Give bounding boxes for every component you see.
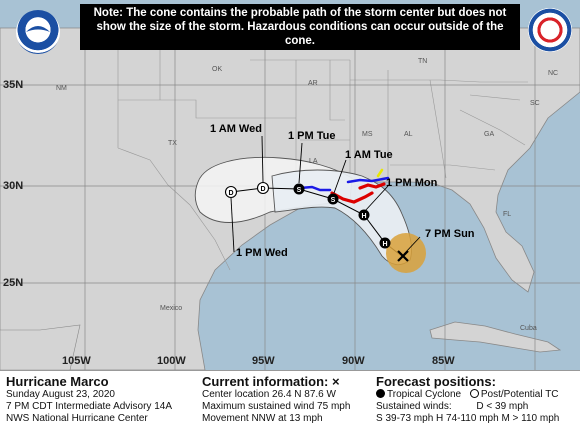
state-nc: NC <box>548 70 559 77</box>
current-position-x <box>397 250 409 262</box>
lat-label-25n: 25N <box>3 277 24 289</box>
label-leader-lines <box>230 135 421 255</box>
storm-title: Hurricane Marco <box>6 374 109 389</box>
movement: Movement NNW at 13 mph <box>202 413 323 424</box>
svg-text:H: H <box>382 241 387 248</box>
state-nm: NM <box>56 85 67 92</box>
map: D D S S H H <box>0 0 580 370</box>
forecast-key-title: Forecast positions: <box>376 374 496 389</box>
state-sc: SC <box>530 100 540 107</box>
time-label-1am-wed: 1 AM Wed <box>210 123 262 135</box>
current-info: Current information: × Center location 2… <box>202 374 350 425</box>
storm-info: Hurricane Marco Sunday August 23, 2020 7… <box>6 374 172 425</box>
cuba-land <box>429 321 562 353</box>
state-ok: OK <box>212 66 223 73</box>
advisory-date: Sunday August 23, 2020 <box>6 389 115 400</box>
forecast-key: Forecast positions: Tropical Cyclone Pos… <box>376 374 559 425</box>
svg-text:D: D <box>260 186 265 193</box>
label-mexico: Mexico <box>160 305 183 312</box>
lat-label-30n: 30N <box>3 180 24 192</box>
point-s-1pmtue: S <box>293 183 305 195</box>
sustained-label: Sustained winds: <box>376 401 452 412</box>
current-info-title: Current information: × <box>202 374 340 389</box>
point-h-mon: H <box>379 237 391 249</box>
state-la: LA <box>309 158 318 165</box>
warning-coastline <box>298 168 390 204</box>
lon-label-85w: 85W <box>432 355 455 367</box>
max-wind: Maximum sustained wind 75 mph <box>202 401 351 412</box>
lon-label-95w: 95W <box>252 355 275 367</box>
symbol-row: Tropical Cyclone Post/Potential TC <box>376 389 559 401</box>
point-d-1amwed: D <box>256 181 270 195</box>
time-label-7pm-sun: 7 PM Sun <box>425 228 475 240</box>
tropical-cyclone-label: Tropical Cyclone <box>387 389 462 400</box>
pacific-land <box>0 324 81 370</box>
svg-text:D: D <box>228 190 233 197</box>
state-fl: FL <box>503 211 512 218</box>
point-d-1pmwed: D <box>224 185 238 199</box>
noaa-seagull-icon <box>26 26 50 32</box>
lat-label-35n: 35N <box>3 79 24 91</box>
label-cuba: Cuba <box>520 325 537 332</box>
svg-text:S: S <box>297 187 302 194</box>
post-tc-open-dot-icon <box>469 389 479 398</box>
lon-label-90w: 90W <box>342 355 365 367</box>
state-tn: TN <box>418 58 428 65</box>
post-tc-label: Post/Potential TC <box>480 389 559 400</box>
time-label-1am-tue: 1 AM Tue <box>345 149 393 161</box>
state-tx: TX <box>168 140 177 147</box>
lon-label-105w: 105W <box>62 355 91 367</box>
point-h-1pmmon: H <box>358 209 370 221</box>
advisory-number: 7 PM CDT Intermediate Advisory 14A <box>6 401 172 412</box>
noaa-logo-icon <box>16 10 60 54</box>
time-label-1pm-wed: 1 PM Wed <box>236 247 288 259</box>
tropical-cyclone-dot-icon <box>376 389 385 398</box>
forecast-markers: D D S S H H <box>224 181 409 262</box>
d-range: D < 39 mph <box>476 401 529 412</box>
state-ar: AR <box>308 80 318 87</box>
point-s-1amtue: S <box>327 193 339 205</box>
intensity-scale: S 39-73 mph H 74-110 mph M > 110 mph <box>376 413 560 424</box>
svg-text:S: S <box>331 197 336 204</box>
legend-panel: Hurricane Marco Sunday August 23, 2020 7… <box>0 370 580 431</box>
issuing-center: NWS National Hurricane Center <box>6 413 148 424</box>
cone-note: Note: The cone contains the probable pat… <box>80 4 520 50</box>
nws-logo-icon <box>528 8 572 52</box>
state-ms: MS <box>362 131 373 138</box>
time-label-1pm-mon: 1 PM Mon <box>386 177 438 189</box>
state-al: AL <box>404 131 413 138</box>
time-label-1pm-tue: 1 PM Tue <box>288 130 336 142</box>
state-ga: GA <box>484 131 495 138</box>
lon-label-100w: 100W <box>157 355 186 367</box>
sustained-row: Sustained winds: D < 39 mph <box>376 401 559 413</box>
center-location: Center location 26.4 N 87.6 W <box>202 389 336 400</box>
svg-text:H: H <box>361 213 366 220</box>
